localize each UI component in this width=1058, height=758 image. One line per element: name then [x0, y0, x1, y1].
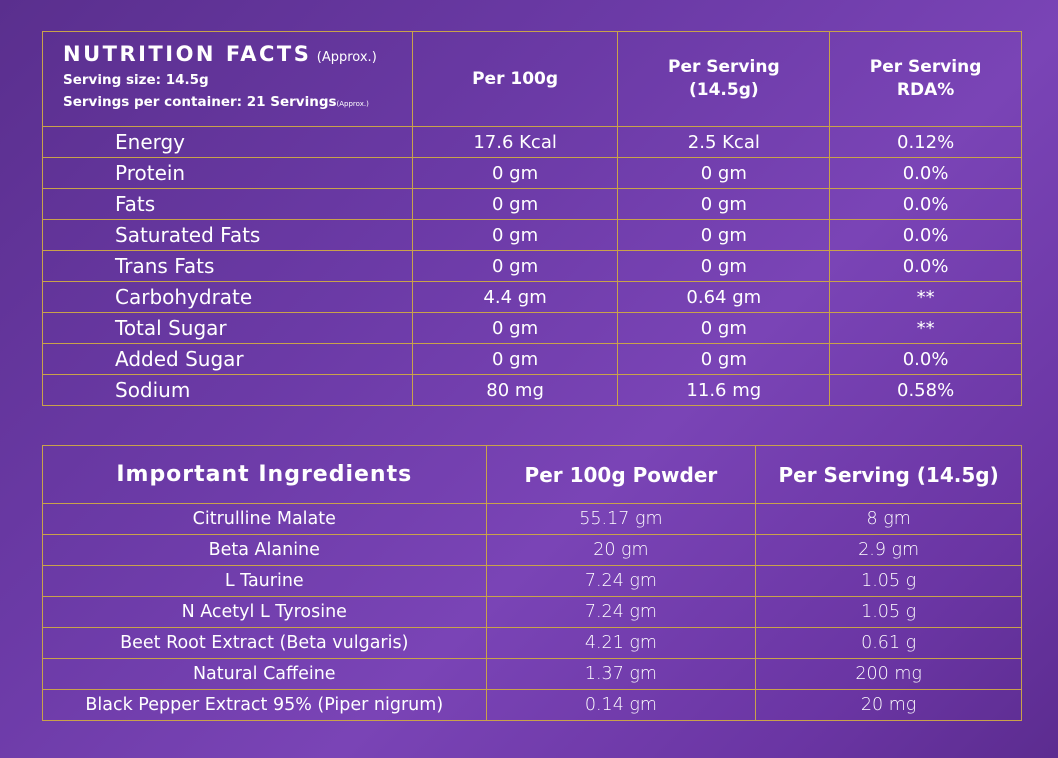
ingredient-name: Natural Caffeine	[42, 658, 487, 690]
nutrient-rda: 0.0%	[829, 157, 1022, 189]
col-per-serving-ing: Per Serving (14.5g)	[755, 445, 1022, 504]
ingredients-title: Important Ingredients	[42, 445, 487, 504]
nutrient-per-100g: 0 gm	[411, 250, 619, 282]
col-per-serving-size: (14.5g)	[688, 80, 759, 100]
nutrition-header-row: NUTRITION FACTS (Approx.) Serving size: …	[42, 31, 1022, 127]
ingredient-name: Citrulline Malate	[42, 503, 487, 535]
ingredient-per-100g: 7.24 gm	[485, 565, 757, 597]
servings-note: (Approx.)	[336, 100, 369, 108]
servings-per-container-line: Servings per container: 21 Servings(Appr…	[63, 91, 412, 115]
ingredient-per-100g: 7.24 gm	[485, 596, 757, 628]
ingredient-row: Citrulline Malate 55.17 gm 8 gm	[42, 503, 1022, 535]
servings-per-container: Servings per container: 21 Servings	[63, 94, 337, 110]
nutrition-row: Saturated Fats 0 gm 0 gm 0.0%	[42, 219, 1022, 251]
nutrition-row: Protein 0 gm 0 gm 0.0%	[42, 157, 1022, 189]
ingredient-per-100g: 4.21 gm	[485, 627, 757, 659]
nutrient-rda: 0.0%	[829, 343, 1022, 375]
nutrient-per-serving: 2.5 Kcal	[617, 126, 831, 158]
nutrient-per-100g: 0 gm	[411, 219, 619, 251]
ingredient-name: N Acetyl L Tyrosine	[42, 596, 487, 628]
nutrient-per-serving: 0 gm	[617, 250, 831, 282]
ingredient-name: Black Pepper Extract 95% (Piper nigrum)	[42, 689, 487, 721]
ingredient-per-100g: 0.14 gm	[485, 689, 757, 721]
nutrient-per-serving: 0 gm	[617, 188, 831, 220]
nutrition-row: Total Sugar 0 gm 0 gm **	[42, 312, 1022, 344]
ingredient-row: Natural Caffeine 1.37 gm 200 mg	[42, 658, 1022, 690]
nutrition-row: Energy 17.6 Kcal 2.5 Kcal 0.12%	[42, 126, 1022, 158]
nutrient-per-serving: 0.64 gm	[617, 281, 831, 313]
ingredient-row: Beet Root Extract (Beta vulgaris) 4.21 gm…	[42, 627, 1022, 659]
nutrient-per-serving: 0 gm	[617, 343, 831, 375]
col-rda-label: Per Serving	[869, 57, 982, 77]
col-rda: Per Serving RDA%	[829, 31, 1022, 127]
col-per-serving-label: Per Serving	[667, 57, 780, 77]
col-rda-unit: RDA%	[896, 80, 955, 100]
nutrition-title-cell: NUTRITION FACTS (Approx.) Serving size: …	[42, 31, 413, 127]
nutrition-row: Sodium 80 mg 11.6 mg 0.58%	[42, 374, 1022, 406]
nutrient-name: Energy	[42, 126, 413, 158]
nutrient-name: Sodium	[42, 374, 413, 406]
ingredient-row: Beta Alanine 20 gm 2.9 gm	[42, 534, 1022, 566]
nutrient-per-100g: 0 gm	[411, 188, 619, 220]
nutrient-per-serving: 0 gm	[617, 312, 831, 344]
ingredient-row: Black Pepper Extract 95% (Piper nigrum) 0…	[42, 689, 1022, 721]
nutrient-per-serving: 0 gm	[617, 219, 831, 251]
ingredient-per-100g: 55.17 gm	[485, 503, 757, 535]
nutrient-rda: 0.0%	[829, 188, 1022, 220]
nutrient-name: Protein	[42, 157, 413, 189]
nutrient-name: Fats	[42, 188, 413, 220]
nutrient-rda: 0.0%	[829, 250, 1022, 282]
ingredient-name: Beta Alanine	[42, 534, 487, 566]
nutrition-row: Trans Fats 0 gm 0 gm 0.0%	[42, 250, 1022, 282]
ingredient-per-serving: 200 mg	[755, 658, 1022, 690]
col-per-100g-label: Per 100g	[472, 68, 559, 89]
ingredient-per-serving: 2.9 gm	[755, 534, 1022, 566]
ingredient-per-serving: 1.05 g	[755, 596, 1022, 628]
nutrition-row: Fats 0 gm 0 gm 0.0%	[42, 188, 1022, 220]
nutrient-name: Total Sugar	[42, 312, 413, 344]
ingredient-per-serving: 1.05 g	[755, 565, 1022, 597]
nutrient-per-100g: 0 gm	[411, 343, 619, 375]
nutrition-facts-table: NUTRITION FACTS (Approx.) Serving size: …	[42, 31, 1022, 406]
ingredient-per-serving: 0.61 g	[755, 627, 1022, 659]
nutrient-per-100g: 0 gm	[411, 157, 619, 189]
ingredient-per-100g: 1.37 gm	[485, 658, 757, 690]
col-per-serving: Per Serving (14.5g)	[617, 31, 831, 127]
nutrition-row: Added Sugar 0 gm 0 gm 0.0%	[42, 343, 1022, 375]
ingredient-row: N Acetyl L Tyrosine 7.24 gm 1.05 g	[42, 596, 1022, 628]
nutrition-row: Carbohydrate 4.4 gm 0.64 gm **	[42, 281, 1022, 313]
nutrient-per-serving: 0 gm	[617, 157, 831, 189]
nutrient-per-100g: 0 gm	[411, 312, 619, 344]
nutrition-title-note: (Approx.)	[316, 50, 377, 65]
ingredient-name: L Taurine	[42, 565, 487, 597]
ingredients-table: Important Ingredients Per 100g Powder Pe…	[42, 445, 1022, 721]
nutrient-name: Saturated Fats	[42, 219, 413, 251]
nutrient-per-serving: 11.6 mg	[617, 374, 831, 406]
nutrient-per-100g: 80 mg	[411, 374, 619, 406]
nutrient-rda: **	[829, 281, 1022, 313]
nutrient-name: Trans Fats	[42, 250, 413, 282]
ingredient-row: L Taurine 7.24 gm 1.05 g	[42, 565, 1022, 597]
col-per-100g: Per 100g	[411, 31, 619, 127]
nutrient-rda: **	[829, 312, 1022, 344]
nutrient-name: Added Sugar	[42, 343, 413, 375]
nutrient-rda: 0.0%	[829, 219, 1022, 251]
nutrient-per-100g: 4.4 gm	[411, 281, 619, 313]
serving-size: Serving size: 14.5g	[63, 72, 209, 88]
nutrition-title: NUTRITION FACTS	[63, 42, 312, 66]
nutrient-rda: 0.58%	[829, 374, 1022, 406]
ingredient-per-serving: 20 mg	[755, 689, 1022, 721]
nutrient-name: Carbohydrate	[42, 281, 413, 313]
col-per-100g-powder: Per 100g Powder	[485, 445, 757, 504]
ingredient-per-100g: 20 gm	[485, 534, 757, 566]
ingredient-per-serving: 8 gm	[755, 503, 1022, 535]
ingredient-name: Beet Root Extract (Beta vulgaris)	[42, 627, 487, 659]
nutrient-per-100g: 17.6 Kcal	[411, 126, 619, 158]
nutrient-rda: 0.12%	[829, 126, 1022, 158]
ingredients-header-row: Important Ingredients Per 100g Powder Pe…	[42, 445, 1022, 504]
